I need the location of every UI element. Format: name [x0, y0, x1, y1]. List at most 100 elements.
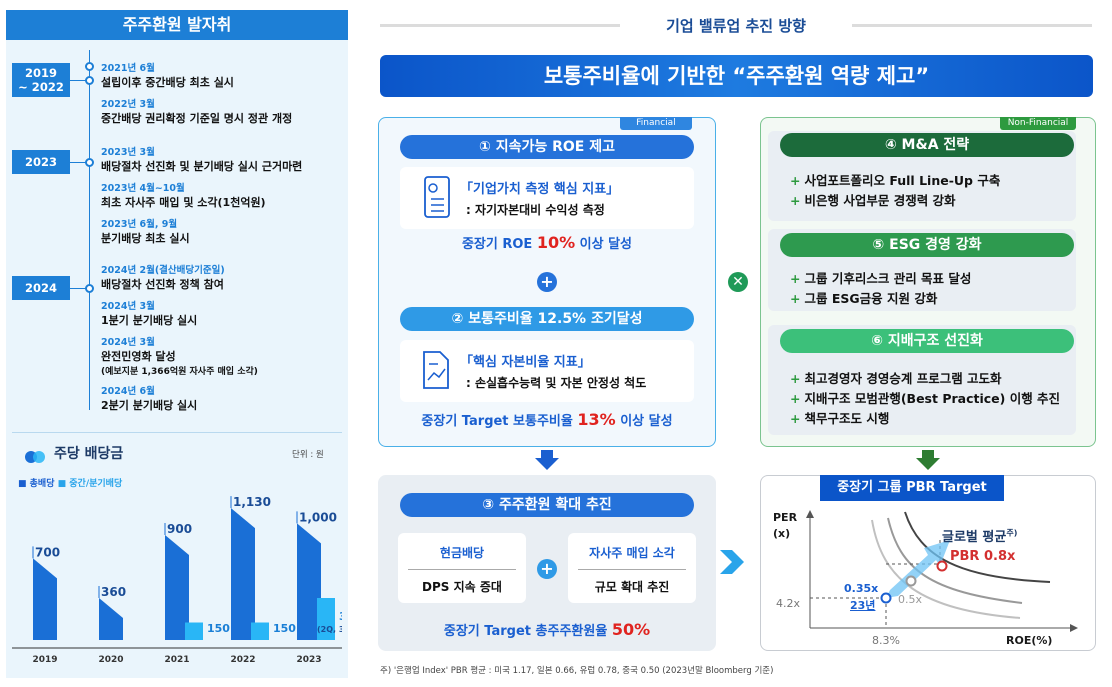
fin2-target-val: 13% [577, 410, 616, 429]
checklist-icon [424, 176, 450, 218]
bar-value-total: 1,000 [299, 510, 337, 524]
fin2-title: ② 보통주비율 12.5% 조기달성 [400, 307, 694, 331]
footnote: 주) '은행업 Index' PBR 평균 : 미국 1.17, 일본 0.66… [380, 666, 774, 676]
history-title: 주주환원 발자취 [6, 10, 348, 40]
pbr-curve-08 [904, 511, 1051, 583]
card-body: 규모 확대 추진 [594, 580, 670, 594]
right-title: 기업 밸류업 추진 방향 [666, 17, 806, 35]
plus-icon: + [537, 272, 557, 292]
main-banner: 보통주비율에 기반한 “주주환원 역량 제고” [380, 55, 1093, 97]
event: 2024년 2월(결산배당기준일) 배당절차 선진화 정책 참여 [101, 262, 341, 292]
bar-value-total: 700 [35, 545, 60, 559]
bar-value-total: 1,130 [233, 495, 271, 509]
fin2-target: 중장기 Target 보통주비율 13% 이상 달성 [400, 410, 694, 429]
fin1-kpi-card: 「기업가치 측정 핵심 지표」 : 자기자본대비 수익성 측정 [400, 167, 694, 229]
plus-icon: + [537, 559, 557, 579]
chart-legend: ■ 총배당 ■ 중간/분기배당 [18, 476, 122, 489]
timeline-dot [85, 76, 94, 85]
event-date: 2023년 6월, 9월 [101, 219, 178, 230]
interim-note: (2Q, 3Q 합산) [317, 624, 342, 634]
pbr-plot [806, 510, 1078, 632]
fin1-kpi-sub: : 자기자본대비 수익성 측정 [466, 203, 605, 217]
year-label-2019-2022: 2019 ~ 2022 [12, 63, 70, 97]
bar-value-interim: 150 [273, 622, 296, 635]
buyback-card: 자사주 매입 소각 규모 확대 추진 [568, 533, 696, 603]
fin2-kpi-card: 「핵심 자본비율 지표」 : 손실흡수능력 및 자본 안정성 척도 [400, 340, 694, 402]
nf6-item-text: 지배구조 모범관행(Best Practice) 이행 추진 [804, 391, 1061, 406]
global-pbr: PBR 0.8x [950, 549, 1016, 564]
down-arrow-icon [916, 450, 940, 470]
fin1-title: ① 지속가능 ROE 제고 [400, 135, 694, 159]
point-mid [905, 575, 917, 587]
event-date: 2021년 6월 [101, 63, 155, 74]
fin3-target-pre: 중장기 Target 총주주환원율 [443, 624, 612, 639]
event-text: 1분기 분기배당 실시 [101, 314, 198, 327]
nf5-title: ⑤ ESG 경영 강화 [780, 233, 1074, 257]
event: 2024년 6월 2분기 분기배당 실시 [101, 383, 341, 413]
nf5-item-text: 그룹 ESG금융 지원 강화 [804, 291, 938, 306]
timeline-connector [70, 162, 90, 163]
bar-group-2019: 700 2019 [32, 545, 60, 665]
event-text: 배당절차 선진화 정책 참여 [101, 278, 224, 291]
x-axis-arrow [1070, 624, 1078, 632]
year-label-text: 2019 ~ 2022 [18, 66, 64, 94]
bar-total [99, 598, 123, 640]
nf4-title: ④ M&A 전략 [780, 133, 1074, 157]
bar-value-interim: 360 [339, 610, 342, 623]
report-chart-icon [423, 351, 449, 389]
pbr-curve-05 [887, 517, 1023, 604]
pbr-ytick: 4.2x [776, 597, 801, 610]
timeline-dot [85, 158, 94, 167]
fin1-target-val: 10% [536, 233, 576, 252]
point-2023 [880, 592, 892, 604]
nf6-item: + 책무구조도 시행 [790, 411, 890, 426]
point-target [936, 560, 948, 572]
down-arrow-icon [535, 450, 559, 470]
global-label: 글로벌 평균 [942, 530, 1007, 545]
section-divider [12, 432, 342, 433]
nf5-item: + 그룹 ESG금융 지원 강화 [790, 291, 938, 306]
dividend-chart: 700 2019 360 2020 900 150 2021 1,130 150 2022 1,00… [12, 495, 342, 665]
year-label-2023: 2023 [12, 150, 70, 174]
event-date: 2024년 2월(결산배당기준일) [101, 265, 225, 276]
event-text: 설립이후 중간배당 최초 실시 [101, 76, 234, 89]
category-label: 2021 [164, 655, 189, 665]
category-label: 2022 [230, 655, 255, 665]
nf6-item-text: 최고경영자 경영승계 프로그램 고도화 [804, 371, 1002, 386]
event-date: 2023년 4월~10월 [101, 183, 185, 194]
bar-interim [251, 622, 269, 640]
bar-total [231, 508, 255, 640]
event-date: 2024년 3월 [101, 337, 155, 348]
event-date: 2024년 3월 [101, 301, 155, 312]
fin2-kpi-sub: : 손실흡수능력 및 자본 안정성 척도 [466, 376, 647, 390]
event-text: 분기배당 최초 실시 [101, 232, 190, 245]
chart-title: 주당 배당금 [54, 446, 124, 462]
fin1-kpi-title: 「기업가치 측정 핵심 지표」 [460, 182, 620, 197]
pbr-ylabel: PER (x) [773, 511, 798, 540]
pbr-mid: 0.5x [898, 593, 923, 606]
timeline-dot [85, 284, 94, 293]
timeline-connector [70, 80, 90, 81]
pbr-xlabel: ROE(%) [1006, 634, 1053, 647]
category-label: 2020 [98, 655, 123, 665]
fin1-target: 중장기 ROE 10% 이상 달성 [400, 233, 694, 252]
header-rule [380, 24, 620, 27]
pbr-title: 중장기 그룹 PBR Target [820, 475, 1004, 501]
card-title: 현금배당 [439, 546, 485, 560]
bar-total [33, 558, 57, 640]
nf4-item: + 비은행 사업부문 경쟁력 강화 [790, 193, 956, 208]
card-divider [578, 569, 686, 570]
event-text: 배당절차 선진화 및 분기배당 실시 근거마련 [101, 160, 303, 173]
fin3-target: 중장기 Target 총주주환원율 50% [378, 620, 716, 639]
fin2-target-post: 이상 달성 [615, 414, 673, 429]
header-rule [852, 24, 1092, 27]
legend-interim: ■ 중간/분기배당 [57, 479, 123, 489]
bar-group-2022: 1,130 150 2022 [230, 495, 296, 665]
nf6-item-text: 책무구조도 시행 [804, 411, 890, 426]
nf6-item: + 지배구조 모범관행(Best Practice) 이행 추진 [790, 391, 1061, 406]
nf4-item: + 사업포트폴리오 Full Line-Up 구축 [790, 173, 1001, 188]
bar-total [297, 523, 321, 640]
timeline-line [89, 50, 90, 410]
pbr-curve-035 [871, 519, 1021, 619]
nf5-item-text: 그룹 기후리스크 관리 목표 달성 [804, 271, 972, 286]
